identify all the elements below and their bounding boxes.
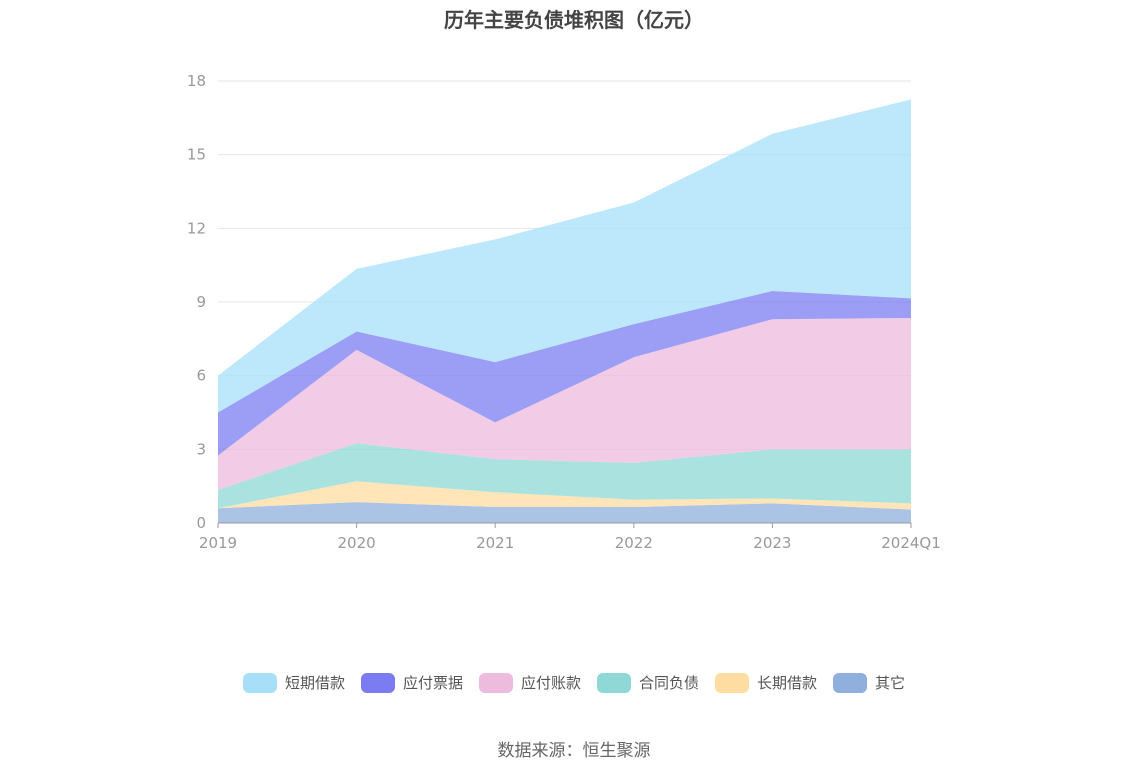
data-source-note: 数据来源：恒生聚源 [497,741,651,761]
legend-swatch [715,672,750,693]
axes: 0 3 6 9 12 15 18 2019 2020 2021 2022 2023 2024Q1 [187,72,941,552]
legend-item[interactable]: 应付账款 [478,672,581,693]
x-tick-label: 2020 [338,534,376,552]
x-tick-label: 2021 [476,534,514,552]
y-tick-label: 0 [196,514,206,532]
legend-label: 合同负债 [639,674,700,692]
legend-label: 应付账款 [520,674,581,692]
area-series-1 [218,481,911,510]
legend-swatch [478,672,513,693]
x-tick-label: 2019 [199,534,237,552]
area-series-0 [218,502,911,523]
area-series-4 [218,290,911,456]
y-tick-label: 9 [196,293,206,311]
legend-swatch [242,672,277,693]
area-series-layer [218,99,911,523]
legend-swatch [833,672,868,693]
y-tick-label: 18 [187,72,206,90]
y-tick-label: 6 [196,367,206,385]
legend-label: 短期借款 [284,674,345,692]
area-series-5 [218,99,911,413]
area-series-2 [218,443,911,509]
legend-item[interactable]: 长期借款 [715,672,817,693]
chart-title: 历年主要负债堆积图（亿元） [444,8,704,32]
legend-swatch [597,672,631,693]
legend-label: 长期借款 [757,674,818,692]
y-tick-label: 3 [196,440,206,458]
legend-item[interactable]: 应付票据 [360,672,463,693]
legend-item[interactable]: 短期借款 [242,672,345,693]
legend-swatch [360,672,395,693]
area-series-3 [218,317,911,490]
x-tick-label: 2022 [615,534,653,552]
y-tick-label: 15 [187,146,206,164]
x-tick-label: 2023 [753,534,791,552]
legend-label: 其它 [875,674,906,692]
legend-item[interactable]: 其它 [833,672,905,693]
x-tick-label: 2024Q1 [881,534,941,552]
legend-item[interactable]: 合同负债 [597,672,699,693]
chart-legend: 短期借款 应付票据 应付账款 合同负债 长期借款 其它 [0,672,1148,693]
y-tick-label: 12 [187,219,206,237]
chart-plot: 0 3 6 9 12 15 18 2019 2020 2021 2022 2023 2024Q1 [187,72,941,552]
legend-label: 应付票据 [402,674,463,692]
